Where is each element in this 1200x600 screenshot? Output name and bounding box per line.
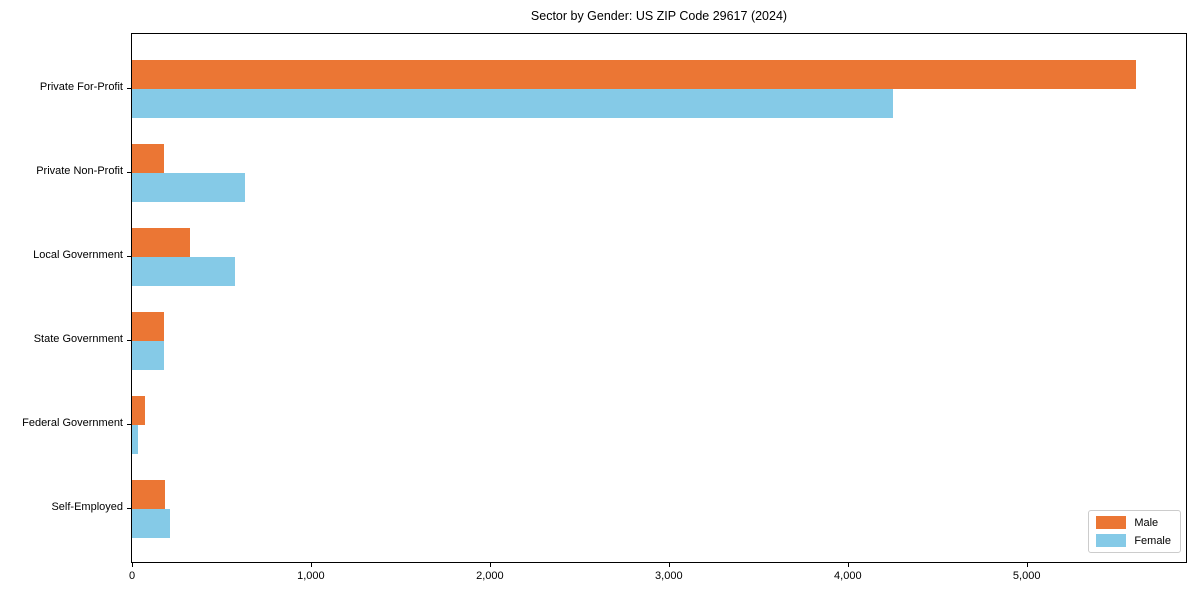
legend-entry-female: Female bbox=[1096, 534, 1171, 547]
x-tick-mark bbox=[1026, 563, 1028, 567]
y-tick-mark bbox=[127, 424, 131, 425]
x-tick-mark bbox=[668, 563, 670, 567]
chart-title: Sector by Gender: US ZIP Code 29617 (202… bbox=[530, 9, 788, 23]
x-tick-mark bbox=[310, 563, 312, 567]
bar-male-2 bbox=[132, 144, 165, 173]
bar-male-1 bbox=[132, 60, 1136, 89]
bar-female-4 bbox=[132, 341, 165, 370]
y-tick-label: State Government bbox=[33, 333, 123, 345]
y-tick-label: Federal Government bbox=[22, 417, 123, 429]
y-tick-mark bbox=[127, 340, 131, 341]
x-tick-label: 3,000 bbox=[655, 570, 683, 582]
x-tick-mark bbox=[132, 563, 133, 567]
y-tick-mark bbox=[127, 508, 131, 509]
y-tick-mark bbox=[127, 172, 131, 173]
x-tick-label: 2,000 bbox=[476, 570, 504, 582]
legend-label: Male bbox=[1134, 516, 1159, 529]
legend: Male Female bbox=[1088, 510, 1181, 553]
y-tick-label: Private For-Profit bbox=[39, 81, 123, 93]
legend-swatch-icon bbox=[1096, 516, 1127, 529]
y-tick-label: Self-Employed bbox=[51, 501, 123, 513]
bar-female-5 bbox=[132, 425, 139, 454]
y-tick-mark bbox=[127, 88, 131, 89]
legend-swatch-icon bbox=[1096, 534, 1127, 547]
legend-entry-male: Male bbox=[1096, 516, 1171, 529]
bar-female-3 bbox=[132, 257, 235, 286]
y-tick-label: Local Government bbox=[33, 249, 123, 261]
bar-male-5 bbox=[132, 396, 146, 425]
y-tick-mark bbox=[127, 256, 131, 257]
x-tick-label: 4,000 bbox=[834, 570, 862, 582]
bar-female-2 bbox=[132, 173, 245, 202]
bar-male-4 bbox=[132, 312, 165, 341]
x-tick-label: 5,000 bbox=[1012, 570, 1041, 582]
x-tick-mark bbox=[489, 563, 491, 567]
bar-male-6 bbox=[132, 480, 166, 509]
bar-male-3 bbox=[132, 228, 191, 257]
legend-label: Female bbox=[1134, 534, 1171, 547]
x-tick-mark bbox=[847, 563, 849, 567]
bar-female-6 bbox=[132, 509, 170, 538]
x-tick-label: 0 bbox=[128, 570, 136, 582]
bar-female-1 bbox=[132, 89, 894, 118]
x-tick-label: 1,000 bbox=[297, 570, 325, 582]
plot-area bbox=[131, 33, 1187, 563]
y-tick-label: Private Non-Profit bbox=[36, 165, 123, 177]
